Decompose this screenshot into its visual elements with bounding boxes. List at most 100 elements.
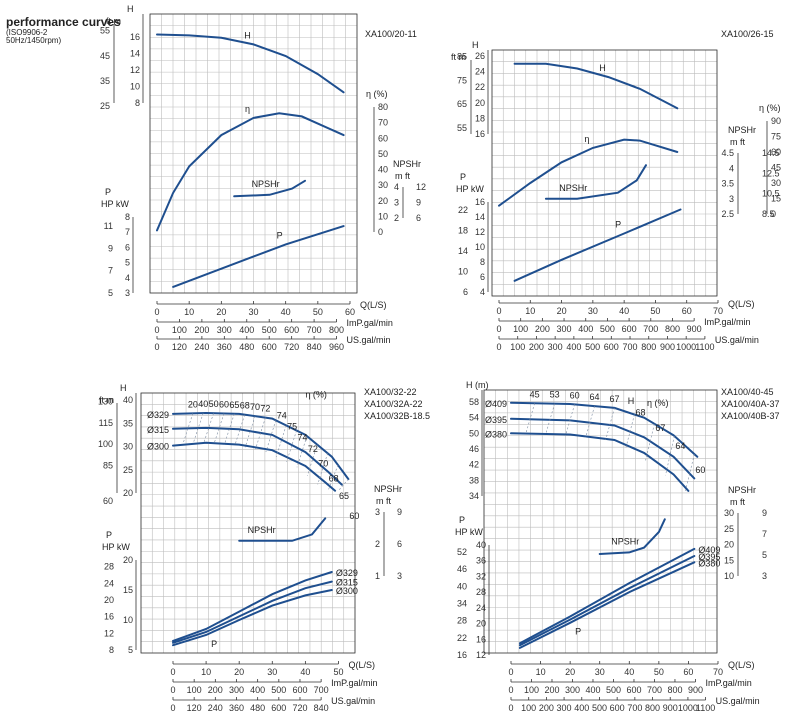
h-axis-title: H — [472, 40, 479, 50]
axis-tick-label: 600 — [626, 685, 641, 695]
p-axis-units: HP kW — [101, 199, 129, 209]
header-standard: (ISO9906-2 — [6, 27, 48, 37]
p-axis-title: P — [460, 172, 466, 182]
axis-tick-label: 480 — [250, 703, 265, 713]
chart-4: XA100/40-45 XA100/40A-37 XA100/40B-37 0 10 20… — [455, 380, 780, 713]
axis-title: ImP.gal/min — [705, 678, 751, 688]
p-hp-tick-label: 11 — [104, 221, 113, 231]
axis-tick-label: 40 — [619, 306, 629, 316]
curve-p — [172, 225, 345, 288]
axis-tick-label: 0 — [496, 342, 501, 352]
eff-axis-title: η (%) — [305, 390, 327, 400]
h-ft-tick-label: 85 — [103, 460, 113, 470]
p-kw-tick-label: 8 — [480, 257, 485, 267]
axis-tick-label: 400 — [585, 685, 600, 695]
curve-h380 — [510, 432, 690, 492]
npsh-axis-units: m ft — [395, 171, 410, 181]
axis-tick-label: 840 — [307, 342, 322, 352]
h-tick-label: 16 — [130, 32, 140, 42]
npsh-ft-tick-label: 9 — [397, 507, 402, 517]
axis-tick-label: 70 — [713, 667, 723, 677]
axis-tick-label: 480 — [239, 342, 254, 352]
npsh-ft-tick-label: 10.5 — [762, 189, 780, 199]
h-tick-label: 30 — [123, 442, 133, 452]
h-ft-tick-label: 100 — [98, 439, 113, 449]
npsh-axis-units: m ft — [730, 497, 745, 507]
npsh-ft-tick-label: 14.5 — [762, 148, 780, 158]
axis-tick-label: 360 — [229, 703, 244, 713]
h-ft-tick-label: 35 — [100, 76, 110, 86]
axis-tick-label: 200 — [208, 685, 223, 695]
p-kw-tick-label: 20 — [123, 555, 133, 565]
p-kw-tick-label: 14 — [475, 212, 485, 222]
axis-tick-label: 300 — [557, 324, 572, 334]
model-name: XA100/40-45 — [721, 387, 774, 397]
p-kw-tick-label: 16 — [476, 634, 486, 644]
p-kw-tick-label: 40 — [476, 540, 486, 550]
curve-h — [156, 33, 345, 94]
eff-tick-label: 0 — [771, 209, 776, 219]
axis-title: US.gal/min — [347, 335, 391, 345]
h-tick-label: 8 — [135, 98, 140, 108]
h-ft-tick-label: 55 — [100, 26, 110, 36]
p-hp-tick-label: 5 — [108, 288, 113, 298]
p-kw-tick-label: 12 — [476, 650, 486, 660]
npsh-m-tick-label: 2 — [394, 213, 399, 223]
axis-tick-label: 400 — [239, 325, 254, 335]
npsh-ft-tick-label: 12 — [416, 182, 426, 192]
axis-tick-label: 800 — [665, 324, 680, 334]
axis-tick-label: 300 — [557, 703, 572, 713]
curve-h300 — [172, 441, 337, 492]
axis-tick-label: 200 — [539, 703, 554, 713]
axis-tick-label: 300 — [548, 342, 563, 352]
npsh-ft-tick-label: 9 — [762, 508, 767, 518]
p-kw-tick-label: 36 — [476, 556, 486, 566]
axis-tick-label: 10 — [184, 307, 194, 317]
curve-label-p: P — [211, 639, 217, 649]
curve-eff — [156, 112, 345, 232]
axis-tick-label: 300 — [217, 325, 232, 335]
iso-efficiency-line — [665, 435, 675, 476]
model-name: XA100/40A-37 — [721, 399, 780, 409]
h-tick-label: 46 — [469, 444, 479, 454]
h-axis-units: ft m — [451, 52, 466, 62]
chart-frame — [149, 13, 358, 294]
eff-tick-label: 80 — [378, 102, 388, 112]
axis-tick-label: 600 — [292, 685, 307, 695]
h-axis-units: ft m — [106, 16, 121, 26]
axis-tick-label: 900 — [687, 324, 702, 334]
axis-tick-label: 50 — [313, 307, 323, 317]
eff-tick-label: 60 — [378, 133, 388, 143]
axis-tick-label: 100 — [524, 685, 539, 695]
axis-tick-label: 700 — [627, 703, 642, 713]
axis-title: ImP.gal/min — [331, 678, 377, 688]
iso-efficiency-label: 70 — [318, 459, 328, 469]
iso-efficiency-line — [338, 478, 349, 491]
h-tick-label: 54 — [469, 413, 479, 423]
axis-tick-label: 0 — [508, 685, 513, 695]
curve-p409 — [518, 547, 696, 645]
iso-efficiency-line — [286, 430, 297, 462]
axis-tick-label: 20 — [557, 306, 567, 316]
npsh-ft-tick-label: 3 — [762, 571, 767, 581]
iso-efficiency-label: 67 — [609, 394, 619, 404]
axis-tick-label: 60 — [682, 306, 692, 316]
axis-tick-label: 40 — [624, 667, 634, 677]
h-tick-label: 14 — [130, 49, 140, 59]
npsh-axis-title: NPSHr — [374, 484, 402, 494]
chart-frame — [140, 392, 356, 654]
iso-efficiency-line — [625, 414, 635, 449]
iso-efficiency-label: 67 — [655, 423, 665, 433]
p-kw-tick-label: 10 — [123, 615, 133, 625]
p-hp-tick-label: 28 — [104, 562, 114, 572]
chart-1: XA100/20-110 10 20 30 40 50 60Q(L/S)0 100 200 300… — [100, 4, 426, 352]
npsh-ft-tick-label: 5 — [762, 550, 767, 560]
npsh-axis-units: m ft — [376, 496, 391, 506]
p-kw-tick-label: 28 — [476, 587, 486, 597]
page-header: performance curves (ISO9906-2 50Hz/1450r… — [6, 16, 121, 45]
h-ft-tick-label: 45 — [100, 51, 110, 61]
npsh-m-tick-label: 25 — [724, 524, 734, 534]
p-hp-tick-label: 18 — [458, 226, 468, 236]
p-kw-tick-label: 4 — [480, 287, 485, 297]
